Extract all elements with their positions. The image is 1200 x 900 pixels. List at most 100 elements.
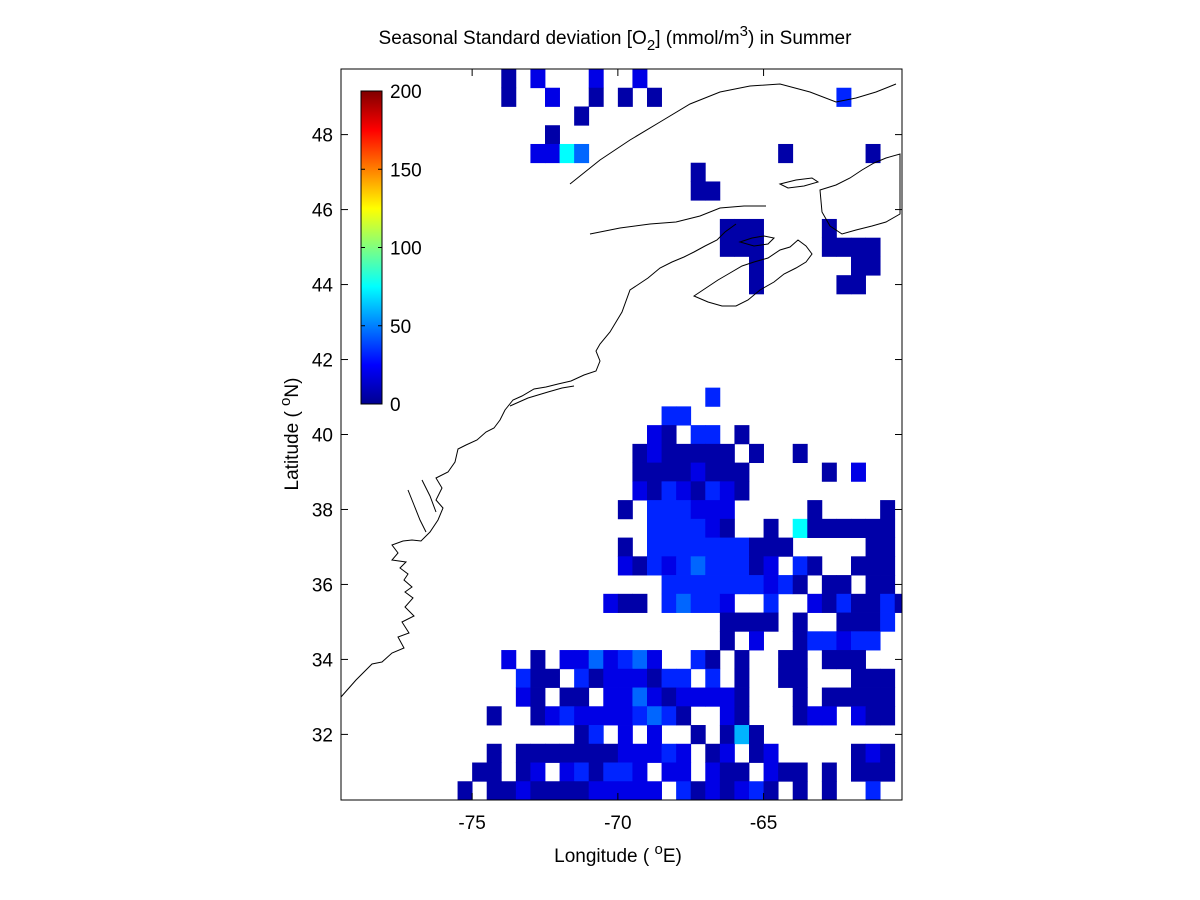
heatmap-cell <box>807 631 823 651</box>
heatmap-cell <box>501 69 517 89</box>
heatmap-cell <box>865 256 881 276</box>
heatmap-cell <box>734 762 750 782</box>
heatmap-cell <box>705 556 721 576</box>
heatmap-cell <box>661 462 677 482</box>
heatmap-cell <box>851 556 866 576</box>
heatmap-cell <box>545 87 560 107</box>
heatmap-cell <box>676 575 692 595</box>
heatmap-cell <box>807 706 823 726</box>
heatmap-cell <box>530 706 546 726</box>
heatmap-cell <box>719 612 735 632</box>
heatmap-cell <box>515 668 531 688</box>
heatmap-cell <box>676 706 692 726</box>
heatmap-cell <box>734 462 750 482</box>
heatmap-cell <box>705 181 721 201</box>
y-tick-label: 46 <box>312 201 333 222</box>
heatmap-cell <box>690 781 706 801</box>
heatmap-cell <box>719 687 735 707</box>
heatmap-cell <box>690 593 706 613</box>
heatmap-cell <box>719 743 735 763</box>
heatmap-cell <box>880 518 896 538</box>
heatmap-cell <box>836 612 852 632</box>
heatmap-cell <box>647 725 662 745</box>
heatmap-cell <box>632 706 648 726</box>
heatmap-cell <box>821 631 837 651</box>
heatmap-cell <box>836 631 852 651</box>
heatmap-cell <box>821 687 837 707</box>
heatmap-cell <box>690 443 706 464</box>
heatmap-cell <box>719 593 735 613</box>
heatmap-cell <box>734 706 750 726</box>
heatmap-cell <box>763 537 779 557</box>
coastline-gaspe <box>589 205 766 235</box>
heatmap-cell <box>647 443 662 464</box>
heatmap-cell <box>559 143 575 164</box>
heatmap-cell <box>661 537 677 557</box>
heatmap-cell <box>588 743 604 763</box>
colorbar-tick-label: 0 <box>390 395 401 416</box>
heatmap-cell <box>851 706 866 726</box>
y-tick-label: 48 <box>312 126 333 147</box>
heatmap-cell <box>647 650 662 670</box>
colorbar-tick-label: 50 <box>390 317 411 338</box>
heatmap-cell <box>457 781 473 801</box>
heatmap-cell <box>719 725 735 745</box>
chart-title: Seasonal Standard deviation [O2] (mmol/m… <box>379 23 853 54</box>
heatmap-cell <box>515 781 531 801</box>
heatmap-cell <box>865 781 881 801</box>
heatmap-cell <box>719 537 735 557</box>
heatmap-cell <box>821 462 837 482</box>
heatmap-cell <box>530 762 546 782</box>
heatmap-cell <box>486 706 502 726</box>
heatmap-cell <box>676 481 692 501</box>
heatmap-cell <box>574 687 590 707</box>
colorbar: 0 50 100 150 200 <box>360 82 422 416</box>
heatmap-cell <box>807 518 823 538</box>
heatmap-cell <box>836 650 852 670</box>
heatmap-cell <box>763 518 779 538</box>
heatmap-cell <box>705 500 721 520</box>
heatmap-cells <box>457 69 903 801</box>
y-tick-label: 44 <box>312 276 334 297</box>
heatmap-cell <box>676 556 692 576</box>
heatmap-cell <box>792 556 808 576</box>
heatmap-cell <box>865 706 881 726</box>
heatmap-cell <box>603 650 619 670</box>
heatmap-cell <box>559 687 575 707</box>
heatmap-cell <box>545 743 560 763</box>
heatmap-cell <box>734 781 750 801</box>
heatmap-cell <box>690 462 706 482</box>
heatmap-cell <box>676 762 692 782</box>
y-tick-label: 34 <box>312 650 334 671</box>
heatmap-cell <box>719 481 735 501</box>
heatmap-cell <box>792 762 808 782</box>
heatmap-cell <box>690 181 706 201</box>
coastline-st-lawrence-south <box>569 83 897 185</box>
heatmap-cell <box>530 650 546 670</box>
coastline-long-island <box>509 385 575 407</box>
heatmap-cell <box>734 537 750 557</box>
heatmap-cell <box>647 556 662 576</box>
heatmap-cell <box>559 781 575 801</box>
heatmap-cell <box>851 237 866 257</box>
heatmap-cell <box>821 593 837 613</box>
coastline-newfoundland <box>819 153 901 235</box>
heatmap-cell <box>632 781 648 801</box>
heatmap-cell <box>763 762 779 782</box>
heatmap-cell <box>588 762 604 782</box>
heatmap-cell <box>647 481 662 501</box>
heatmap-cell <box>851 518 866 538</box>
heatmap-cell <box>603 781 619 801</box>
heatmap-cell <box>792 781 808 801</box>
heatmap-cell <box>632 593 648 613</box>
heatmap-cell <box>880 612 896 632</box>
heatmap-cell <box>603 743 619 763</box>
heatmap-cell <box>734 612 750 632</box>
heatmap-cell <box>530 743 546 763</box>
colorbar-tick-label: 100 <box>390 239 422 260</box>
heatmap-cell <box>807 500 823 520</box>
heatmap-cell <box>734 481 750 501</box>
heatmap-cell <box>574 725 590 745</box>
heatmap-cell <box>792 687 808 707</box>
heatmap-cell <box>705 762 721 782</box>
